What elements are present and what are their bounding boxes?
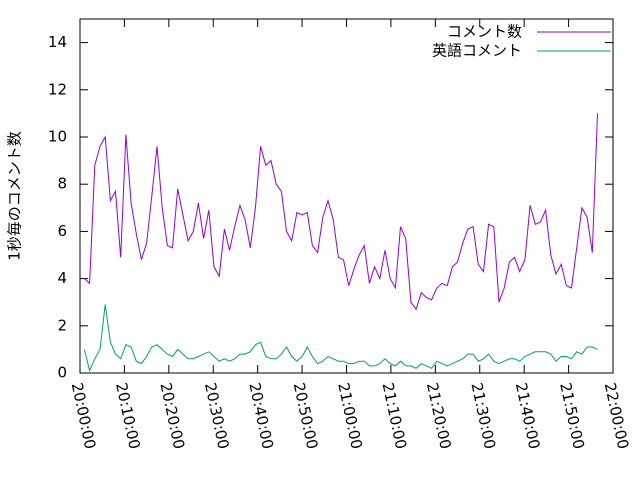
- x-tick-label: 20:10:00: [112, 381, 144, 451]
- data-line: [83, 304, 598, 373]
- x-tick-label: 21:00:00: [334, 381, 366, 451]
- x-tick-label: 21:10:00: [379, 381, 411, 451]
- y-tick-label: 6: [57, 222, 67, 240]
- data-line: [84, 113, 598, 311]
- x-tick-label: 21:30:00: [467, 381, 499, 451]
- y-tick-label: 14: [48, 33, 67, 51]
- x-tick-label: 21:20:00: [423, 381, 455, 451]
- y-tick-label: 10: [48, 128, 67, 146]
- x-tick-label: 20:30:00: [201, 381, 233, 451]
- y-tick-label: 12: [48, 80, 67, 98]
- y-tick-label: 4: [57, 269, 67, 287]
- legend-label: 英語コメント: [432, 42, 522, 60]
- y-axis-label: 1秒毎のコメント数: [6, 131, 24, 261]
- plot-border: [79, 18, 614, 374]
- x-tick-label: 20:50:00: [290, 381, 322, 451]
- x-tick-label: 20:40:00: [245, 381, 277, 451]
- legend-label: コメント数: [447, 23, 522, 41]
- y-tick-label: 2: [57, 316, 67, 334]
- x-tick-label: 21:40:00: [512, 381, 544, 451]
- y-tick-label: 8: [57, 175, 67, 193]
- x-tick-label: 20:20:00: [157, 381, 189, 451]
- y-tick-label: 0: [57, 364, 67, 382]
- x-tick-label: 20:00:00: [68, 381, 100, 451]
- x-tick-label: 22:00:00: [601, 381, 633, 451]
- x-tick-label: 21:50:00: [556, 381, 588, 451]
